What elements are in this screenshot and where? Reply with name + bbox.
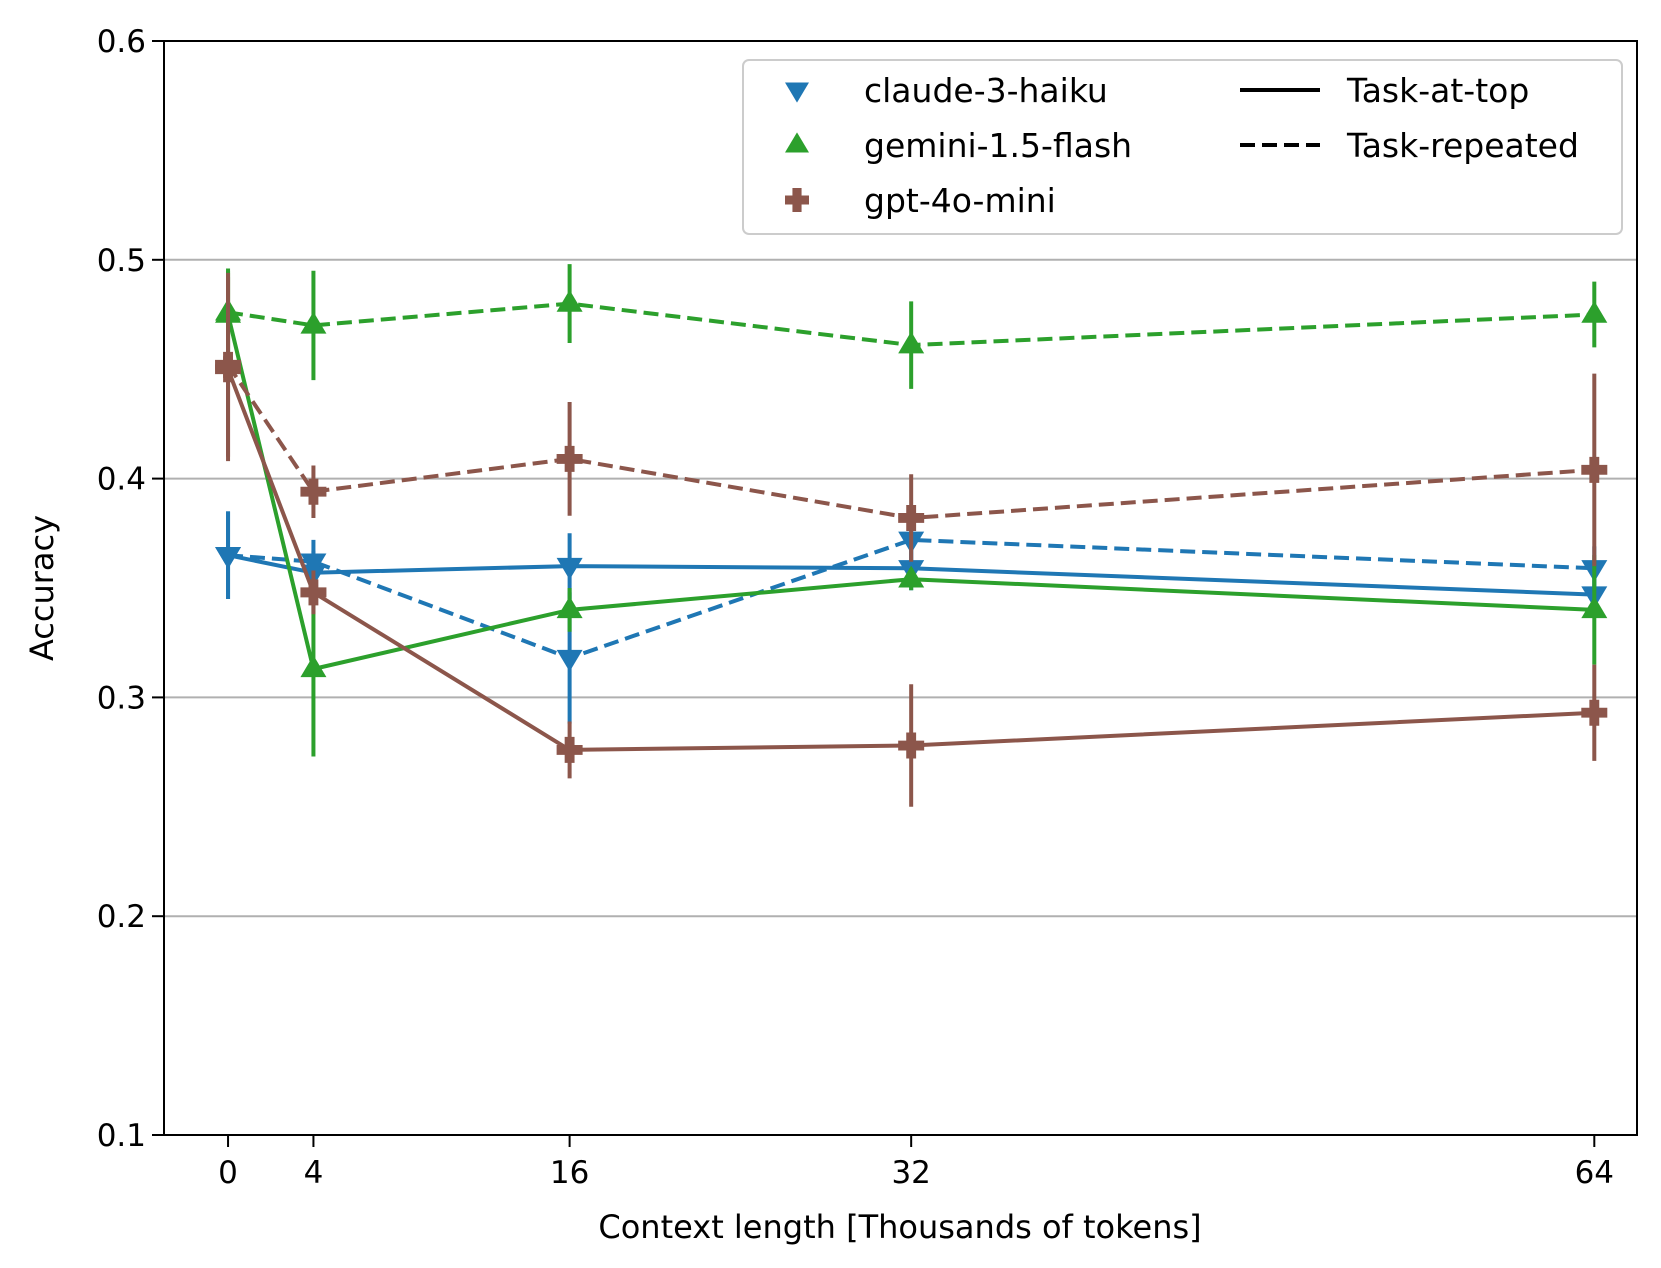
legend-conditions: Task-at-top Task-repeated bbox=[1240, 71, 1579, 165]
data-point bbox=[556, 289, 583, 312]
y-axis-label: Accuracy bbox=[23, 515, 61, 661]
x-tick-label: 64 bbox=[1575, 1155, 1614, 1191]
x-tick-label: 32 bbox=[891, 1155, 930, 1191]
legend-models: claude-3-haiku gemini-1.5-flash gpt-4o-min… bbox=[785, 71, 1132, 220]
plot-frame bbox=[163, 40, 1638, 1136]
series-gpt-4o-mini-task-repeated bbox=[215, 272, 1608, 567]
data-point bbox=[215, 351, 242, 378]
data-point bbox=[1581, 456, 1608, 483]
y-tick-label: 0.1 bbox=[97, 1118, 146, 1154]
legend-marker-gpt-4o-mini bbox=[785, 188, 809, 212]
x-tick-label: 0 bbox=[218, 1155, 238, 1191]
plot-area bbox=[215, 264, 1608, 807]
data-point bbox=[1581, 699, 1608, 726]
legend: claude-3-haiku gemini-1.5-flash gpt-4o-min… bbox=[742, 59, 1623, 235]
y-tick-label: 0.3 bbox=[97, 680, 146, 716]
x-axis-label: Context length [Thousands of tokens] bbox=[598, 1208, 1201, 1246]
y-tick-label: 0.4 bbox=[97, 462, 146, 498]
data-point bbox=[300, 579, 327, 606]
data-point bbox=[1581, 300, 1608, 323]
legend-entry-label: gemini-1.5-flash bbox=[864, 126, 1132, 165]
legend-marker-gemini-1.5-flash bbox=[785, 132, 809, 153]
data-point bbox=[556, 649, 583, 672]
legend-entry-label: Task-at-top bbox=[1346, 71, 1529, 110]
data-point bbox=[898, 504, 925, 531]
data-point bbox=[300, 553, 327, 576]
legend-entry-label: Task-repeated bbox=[1346, 126, 1579, 165]
legend-marker-claude-3-haiku bbox=[785, 82, 809, 103]
data-point bbox=[898, 732, 925, 759]
y-tick-label: 0.2 bbox=[97, 899, 146, 935]
data-point bbox=[1581, 596, 1608, 619]
y-tick-label: 0.6 bbox=[97, 24, 146, 60]
data-point bbox=[898, 565, 925, 588]
legend-entry-label: claude-3-haiku bbox=[864, 71, 1108, 110]
x-tick-label: 16 bbox=[550, 1155, 589, 1191]
data-point bbox=[300, 311, 327, 334]
data-point bbox=[556, 596, 583, 619]
data-point bbox=[300, 478, 327, 505]
data-point bbox=[556, 557, 583, 580]
axes: 0.1 0.2 0.3 0.4 0.5 0.6 0 4 16 32 64 bbox=[97, 24, 1614, 1191]
y-tick-label: 0.5 bbox=[97, 243, 146, 279]
legend-entry-label: gpt-4o-mini bbox=[864, 181, 1056, 220]
data-point bbox=[215, 546, 242, 569]
data-point bbox=[556, 736, 583, 763]
data-point bbox=[898, 331, 925, 354]
legend-frame bbox=[742, 59, 1623, 235]
x-tick-label: 4 bbox=[304, 1155, 324, 1191]
data-point bbox=[300, 655, 327, 678]
series-line bbox=[226, 363, 1595, 520]
data-point bbox=[556, 445, 583, 472]
